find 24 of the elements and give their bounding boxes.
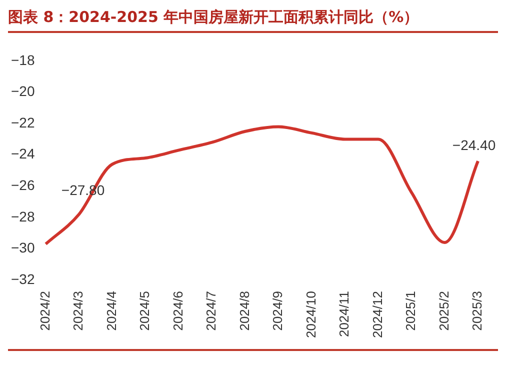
x-tick-label: 2024/8 [236,291,252,331]
x-tick-label: 2025/2 [436,291,452,331]
y-tick-label: −26 [11,177,35,194]
x-tick-label: 2025/3 [470,291,485,331]
x-tick-label: 2024/6 [170,291,186,331]
y-tick-label: −22 [11,114,35,130]
x-tick-label: 2025/1 [403,291,418,331]
y-tick-label: −18 [11,52,35,68]
x-tick-label: 2024/11 [336,291,352,338]
y-tick-label: −24 [11,146,35,162]
x-tick-label: 2024/7 [204,291,219,331]
x-tick-label: 2024/4 [104,291,119,331]
data-label: −24.40 [452,136,496,153]
y-tick-label: −32 [11,270,35,287]
x-tick-label: 2024/10 [303,291,318,338]
x-tick-label: 2024/12 [370,291,385,338]
x-tick-label: 2024/5 [137,291,152,331]
y-tick-label: −30 [11,240,35,256]
x-tick-label: 2024/3 [70,291,86,331]
x-tick-label: 2024/9 [270,291,286,331]
chart-title: 图表 8：2024-2025 年中国房屋新开工面积累计同比（%） [8,8,498,33]
y-tick-label: −20 [11,83,35,100]
y-tick-label: −28 [11,208,35,224]
x-tick-label: 2024/2 [37,291,52,331]
